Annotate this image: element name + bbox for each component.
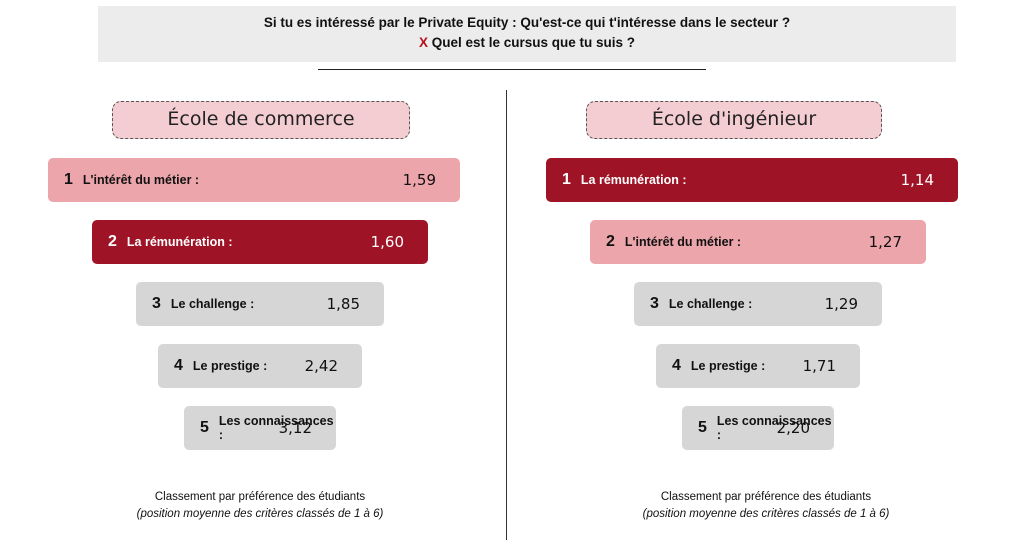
criterion-label: L'intérêt du métier : — [624, 235, 742, 249]
ranking-bar: 5 Les connaissances :3,12 — [184, 406, 336, 450]
caption-commerce: Classement par préférence des étudiants … — [110, 489, 410, 523]
question-line-2-text: Quel est le cursus que tu suis ? — [431, 35, 636, 50]
criterion-label: Le prestige : — [192, 359, 268, 373]
average-position-value: 1,27 — [868, 233, 902, 251]
question-line-2: X Quel est le cursus que tu suis ? — [98, 33, 956, 53]
rank-number: 2 — [606, 233, 615, 250]
average-position-value: 1,59 — [402, 171, 436, 189]
rank-number: 5 — [698, 419, 707, 436]
criterion-label: Le prestige : — [690, 359, 766, 373]
rank-number: 5 — [200, 419, 209, 436]
average-position-value: 1,85 — [326, 295, 360, 313]
ranking-bar: 2 L'intérêt du métier : 1,27 — [590, 220, 926, 264]
average-position-value: 1,14 — [900, 171, 934, 189]
rank-number: 4 — [174, 357, 183, 374]
caption-ingenieur: Classement par préférence des étudiants … — [616, 489, 916, 523]
ranking-bar: 1 L'intérêt du métier : 1,59 — [48, 158, 460, 202]
question-header: Si tu es intéressé par le Private Equity… — [98, 6, 956, 62]
rank-number: 4 — [672, 357, 681, 374]
school-title-ingenieur: École d'ingénieur — [586, 101, 882, 139]
criterion-label: L'intérêt du métier : — [82, 173, 200, 187]
rank-number: 2 — [108, 233, 117, 250]
average-position-value: 1,60 — [370, 233, 404, 251]
center-divider — [506, 90, 507, 540]
ranking-bar: 2 La rémunération : 1,60 — [92, 220, 428, 264]
cross-mark: X — [418, 35, 428, 50]
caption-line-1: Classement par préférence des étudiants — [660, 491, 872, 503]
school-title-commerce: École de commerce — [112, 101, 410, 139]
rank-number: 1 — [64, 171, 73, 188]
caption-line-2: (position moyenne des critères classés d… — [642, 508, 890, 520]
average-position-value: 3,12 — [278, 419, 312, 437]
ranking-bar: 5 Les connaissances :2,20 — [682, 406, 834, 450]
caption-line-2: (position moyenne des critères classés d… — [136, 508, 384, 520]
criterion-label: La rémunération : — [126, 235, 233, 249]
ranking-bar: 1 La rémunération : 1,14 — [546, 158, 958, 202]
average-position-value: 2,20 — [776, 419, 810, 437]
criterion-label: Les connaissances : — [218, 414, 334, 442]
ranking-bar: 4 Le prestige : 2,42 — [158, 344, 362, 388]
rank-number: 1 — [562, 171, 571, 188]
rank-number: 3 — [152, 295, 161, 312]
question-line-1: Si tu es intéressé par le Private Equity… — [263, 15, 791, 30]
criterion-label: Le challenge : — [668, 297, 753, 311]
header-underline — [318, 69, 706, 70]
average-position-value: 1,71 — [802, 357, 836, 375]
rank-number: 3 — [650, 295, 659, 312]
criterion-label: Le challenge : — [170, 297, 255, 311]
average-position-value: 1,29 — [824, 295, 858, 313]
criterion-label: La rémunération : — [580, 173, 687, 187]
caption-line-1: Classement par préférence des étudiants — [154, 491, 366, 503]
ranking-bar: 3 Le challenge : 1,85 — [136, 282, 384, 326]
ranking-bar: 4 Le prestige : 1,71 — [656, 344, 860, 388]
ranking-bar: 3 Le challenge : 1,29 — [634, 282, 882, 326]
criterion-label: Les connaissances : — [716, 414, 832, 442]
average-position-value: 2,42 — [304, 357, 338, 375]
